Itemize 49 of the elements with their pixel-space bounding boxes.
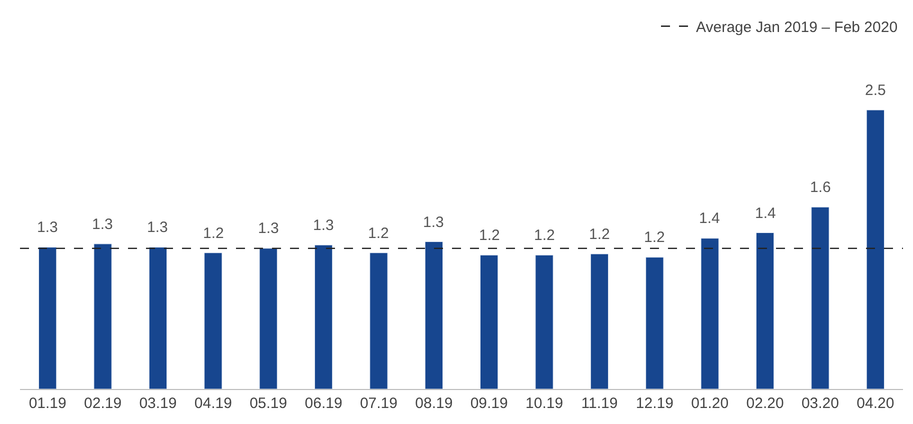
bar [148,247,168,389]
bar [370,252,388,389]
x-tick-label: 01.19 [28,395,66,412]
x-tick-label: 10.19 [526,395,564,412]
bar [314,244,333,389]
data-label: 1.4 [699,210,720,227]
data-label: 1.3 [423,214,444,231]
x-tick-label: 07.19 [360,395,398,412]
bar [424,241,443,389]
x-tick-label: 09.19 [470,395,508,412]
x-tick-label: 08.19 [415,395,453,412]
bar [866,110,884,389]
bar [259,248,278,389]
data-label: 1.3 [258,220,279,237]
data-label: 1.2 [644,229,665,246]
x-tick-label: 03.19 [139,395,177,412]
data-label: 1.2 [589,226,610,243]
data-label: 1.3 [313,217,334,234]
x-tick-label: 05.19 [250,395,288,412]
bar [646,257,664,389]
bar [700,238,719,389]
data-label: 2.5 [865,82,886,99]
bar [94,244,112,389]
legend-label: Average Jan 2019 – Feb 2020 [696,19,898,36]
data-label: 1.2 [203,225,224,242]
x-tick-label: 06.19 [304,395,342,412]
bar [204,252,222,389]
x-tick-label: 04.19 [194,395,232,412]
bar [811,206,830,389]
x-tick-label: 11.19 [581,395,618,412]
x-tick-label: 03.20 [801,395,839,412]
bar [480,254,498,389]
x-tick-label: 02.19 [84,395,122,412]
x-tick-label: 04.20 [856,395,894,412]
x-tick-label: 02.20 [746,395,784,412]
data-label: 1.2 [368,225,389,242]
data-label: 1.3 [92,216,113,233]
data-label: 1.2 [479,227,500,244]
data-label: 1.2 [534,227,555,244]
data-label: 1.4 [755,205,776,222]
bar [38,247,57,389]
x-tick-label: 12.19 [636,395,674,412]
bar [535,254,554,389]
data-label: 1.3 [147,219,168,236]
x-tick-label: 01.20 [691,395,729,412]
data-label: 1.6 [810,179,831,196]
bar [756,232,774,389]
bar [590,254,609,389]
data-label: 1.3 [37,219,58,236]
